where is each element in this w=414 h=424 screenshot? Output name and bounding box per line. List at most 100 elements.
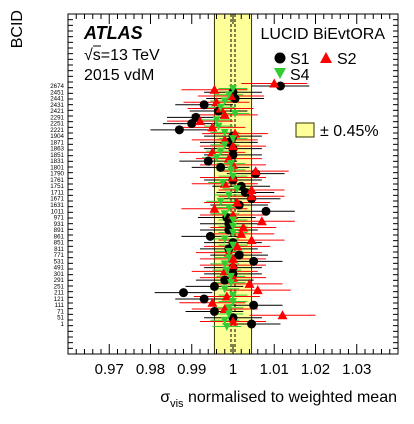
y-tick-label: 1790 <box>50 171 64 178</box>
point-s1 <box>205 231 215 241</box>
legend-s2-label: S2 <box>337 51 357 68</box>
point-s4 <box>214 122 223 131</box>
point-s4 <box>229 291 237 300</box>
point-s2 <box>209 84 220 94</box>
point-s4 <box>224 204 233 212</box>
point-s1 <box>249 300 259 310</box>
point-s2 <box>209 203 220 213</box>
y-tick-label: 1761 <box>50 177 64 184</box>
point-s2 <box>228 253 238 263</box>
point-s4 <box>231 110 240 119</box>
y-tick-label: 1671 <box>50 196 64 203</box>
point-s4 <box>216 147 225 156</box>
point-s1 <box>209 281 219 291</box>
x-tick-label: 0.98 <box>136 361 165 378</box>
y-tick-label: 931 <box>54 221 65 228</box>
y-tick-label: 1751 <box>50 183 64 190</box>
point-s4 <box>229 135 237 144</box>
y-tick-label: 971 <box>54 215 65 222</box>
point-s1 <box>234 250 244 260</box>
legend-s1-label: S1 <box>290 51 310 68</box>
point-s1 <box>216 162 226 172</box>
point-s2 <box>246 191 257 201</box>
point-s4 <box>222 266 231 275</box>
y-tick-label: 111 <box>55 302 65 309</box>
sqrt-symbol: √ <box>84 47 93 64</box>
y-tick-label: 1011 <box>51 208 65 215</box>
point-s4 <box>220 141 229 150</box>
point-s1 <box>203 156 213 166</box>
point-s4 <box>216 103 225 112</box>
y-tick-label: 1904 <box>50 133 64 140</box>
y-tick-label: 2291 <box>50 114 64 121</box>
y-tick-label: 251 <box>54 283 65 290</box>
x-tick-label: 1.01 <box>260 361 289 378</box>
y-tick-label: 2431 <box>50 102 64 109</box>
y-tick-label: 1631 <box>50 202 64 209</box>
y-tick-label: 1871 <box>50 139 64 146</box>
x-tick-label: 1.02 <box>301 361 330 378</box>
x-axis-title-sigma: σ <box>160 389 170 406</box>
point-s1 <box>240 187 250 197</box>
y-tick-label: 211 <box>54 290 64 297</box>
energy-label: √s=13 TeV <box>84 47 160 64</box>
point-s4 <box>226 272 235 281</box>
legend-band-swatch <box>295 122 315 138</box>
x-axis: 0.97 0.98 0.99 1 1.01 1.02 1.03 <box>67 14 399 378</box>
point-s4 <box>229 241 237 250</box>
point-s4 <box>229 222 237 231</box>
x-axis-title: σvis normalised to weighted mean <box>160 389 397 410</box>
y-tick-label: 291 <box>54 277 65 284</box>
y-tick-label: 1 <box>61 321 65 328</box>
y-axis-title: BCID <box>9 10 26 48</box>
point-s2 <box>256 216 267 226</box>
x-tick-label: 0.99 <box>177 361 206 378</box>
point-s4 <box>212 153 221 162</box>
point-s2 <box>207 122 218 132</box>
point-s2 <box>219 109 230 119</box>
point-s1 <box>220 275 230 285</box>
point-s4 <box>220 285 229 294</box>
point-s1 <box>261 206 271 216</box>
point-s4 <box>226 279 235 288</box>
point-s1 <box>179 288 188 298</box>
y-tick-label: 1711 <box>51 189 65 196</box>
data-markers <box>174 78 288 331</box>
y-tick-label: 2221 <box>50 127 64 134</box>
energy-text: s=13 TeV <box>93 47 160 64</box>
point-s1 <box>174 125 184 135</box>
x-axis-title-sub: vis <box>170 398 184 410</box>
point-s1 <box>187 119 197 129</box>
point-s4 <box>224 310 233 319</box>
point-s2 <box>195 116 205 126</box>
point-s1 <box>247 319 257 329</box>
x-tick-label: 1.03 <box>342 361 371 378</box>
y-tick-label: 1851 <box>50 152 64 159</box>
legend-s2-marker <box>320 52 332 63</box>
point-s4 <box>229 85 237 93</box>
point-s4 <box>226 166 235 175</box>
legend-s1-marker <box>274 52 286 64</box>
point-s4 <box>229 297 237 306</box>
point-s4 <box>220 316 229 325</box>
point-s2 <box>228 141 238 151</box>
point-s4 <box>224 247 233 256</box>
point-s2 <box>236 228 247 238</box>
y-tick-label: 121 <box>54 296 65 303</box>
point-s4 <box>229 172 237 181</box>
legend-s4-label: S4 <box>290 67 310 84</box>
y-tick-label: 301 <box>54 271 65 278</box>
atlas-label: ATLAS <box>83 23 143 43</box>
y-tick-label: 2421 <box>50 108 64 115</box>
point-s4 <box>222 323 231 331</box>
y-tick-label: 531 <box>54 258 65 265</box>
point-s4 <box>224 91 233 100</box>
legend-band-label: ± 0.45% <box>320 123 379 140</box>
point-s2 <box>232 241 243 251</box>
point-s4 <box>212 116 221 125</box>
point-s2 <box>252 285 263 295</box>
point-s4 <box>220 97 229 106</box>
y-tick-label: 1863 <box>50 146 64 153</box>
y-tick-label: 811 <box>54 246 64 253</box>
